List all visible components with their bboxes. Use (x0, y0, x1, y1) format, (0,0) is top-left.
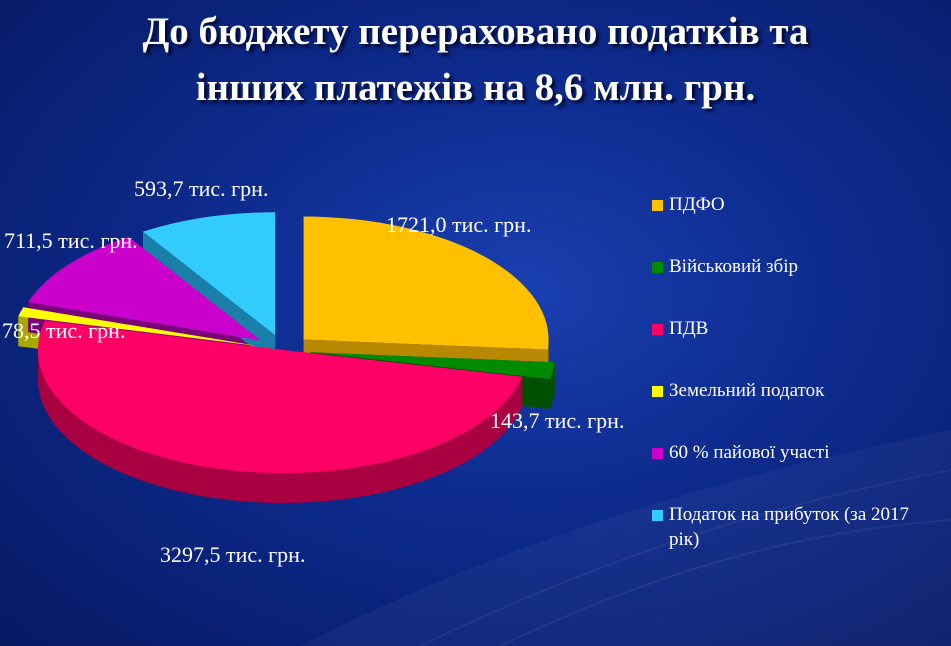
slide-title: До бюджету перераховано податків та інши… (0, 4, 951, 116)
legend-swatch (652, 510, 663, 521)
data-label-vat: 3297,5 тис. грн. (160, 542, 306, 567)
data-label-military-levy: 143,7 тис. грн. (490, 408, 625, 433)
legend-item-share-participation: 60 % пайової участі (652, 440, 942, 465)
data-label-land-tax: 78,5 тис. грн. (2, 318, 126, 343)
title-line-1: До бюджету перераховано податків та (142, 10, 809, 53)
data-label-profit-tax: 593,7 тис. грн. (134, 176, 269, 201)
legend-label: ПДФО (669, 194, 725, 215)
legend-label: Земельний податок (669, 380, 825, 401)
legend-swatch (652, 262, 663, 273)
legend-label: Податок на прибуток (за 2017 рік) (669, 504, 909, 550)
pie-slice-pdfo (303, 216, 549, 350)
pie-slice-profit-tax (142, 212, 276, 336)
legend-swatch (652, 386, 663, 397)
pie-slice-vat (37, 320, 523, 474)
data-label-share-participation: 711,5 тис. грн. (4, 228, 138, 253)
legend-item-vat: ПДВ (652, 316, 942, 341)
chart-legend: ПДФО Військовий збір ПДВ Земельний подат… (652, 192, 942, 552)
legend-item-pdfo: ПДФО (652, 192, 942, 217)
legend-label: 60 % пайової участі (669, 442, 830, 463)
legend-item-military-levy: Військовий збір (652, 254, 942, 279)
legend-label: ПДВ (669, 318, 709, 339)
legend-item-land-tax: Земельний податок (652, 378, 942, 403)
pie-slice-land-tax (18, 307, 257, 346)
legend-swatch (652, 200, 663, 211)
pie-slice-military-levy (310, 352, 555, 380)
title-line-2: інших платежів на 8,6 млн. грн. (195, 66, 756, 109)
legend-item-profit-tax: Податок на прибуток (за 2017 рік) (652, 502, 942, 552)
legend-swatch (652, 324, 663, 335)
data-label-pdfo: 1721,0 тис. грн. (386, 212, 532, 237)
legend-swatch (652, 448, 663, 459)
pie-slice-share-participation (28, 237, 261, 341)
legend-label: Військовий збір (669, 256, 798, 277)
